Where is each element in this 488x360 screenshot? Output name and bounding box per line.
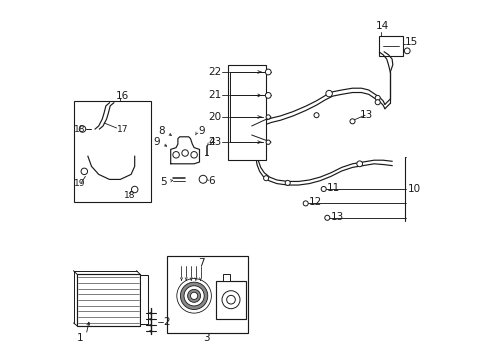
Circle shape bbox=[177, 279, 211, 313]
Text: 17: 17 bbox=[117, 125, 128, 134]
Circle shape bbox=[187, 289, 200, 302]
Text: 3: 3 bbox=[203, 333, 210, 343]
Bar bbox=[77, 274, 140, 326]
Circle shape bbox=[183, 286, 204, 306]
Circle shape bbox=[374, 100, 380, 105]
Text: 8: 8 bbox=[158, 126, 164, 136]
Bar bbox=[140, 275, 148, 324]
Circle shape bbox=[303, 201, 307, 206]
Circle shape bbox=[79, 126, 85, 132]
Text: 11: 11 bbox=[326, 183, 340, 193]
Circle shape bbox=[263, 176, 268, 181]
Bar bbox=[228, 65, 265, 160]
Text: 9: 9 bbox=[198, 126, 204, 136]
Circle shape bbox=[265, 140, 270, 144]
Circle shape bbox=[172, 152, 179, 158]
Bar bbox=[228, 67, 265, 158]
Polygon shape bbox=[170, 137, 199, 164]
Circle shape bbox=[226, 295, 235, 304]
Text: 12: 12 bbox=[309, 197, 322, 207]
Text: 5: 5 bbox=[160, 177, 167, 187]
Text: 23: 23 bbox=[208, 137, 221, 147]
Circle shape bbox=[265, 93, 270, 98]
Circle shape bbox=[404, 48, 409, 54]
Text: 21: 21 bbox=[208, 90, 221, 100]
Circle shape bbox=[349, 119, 354, 124]
Circle shape bbox=[265, 69, 270, 75]
Circle shape bbox=[321, 186, 325, 192]
Circle shape bbox=[199, 175, 206, 183]
Text: 14: 14 bbox=[375, 21, 388, 31]
Text: 18: 18 bbox=[123, 191, 135, 200]
Text: 6: 6 bbox=[208, 176, 215, 186]
Text: 20: 20 bbox=[208, 112, 221, 122]
Circle shape bbox=[190, 292, 197, 300]
Text: 7: 7 bbox=[198, 258, 204, 268]
Text: 13: 13 bbox=[359, 110, 372, 120]
Circle shape bbox=[222, 291, 240, 309]
Bar bbox=[223, 274, 230, 281]
Text: 10: 10 bbox=[407, 184, 421, 194]
Bar bbox=[73, 101, 151, 202]
Circle shape bbox=[131, 186, 138, 193]
Text: 19: 19 bbox=[74, 179, 85, 188]
Circle shape bbox=[180, 282, 207, 310]
Bar bbox=[215, 281, 246, 319]
Text: 16: 16 bbox=[116, 91, 129, 102]
Text: 4: 4 bbox=[208, 137, 215, 147]
Text: 1: 1 bbox=[77, 333, 83, 343]
Circle shape bbox=[374, 95, 380, 100]
Text: 13: 13 bbox=[330, 212, 344, 222]
Text: 15: 15 bbox=[404, 37, 417, 47]
Text: 18: 18 bbox=[74, 125, 85, 134]
Circle shape bbox=[190, 152, 197, 158]
Text: 9: 9 bbox=[153, 137, 160, 147]
Bar bbox=[167, 256, 247, 333]
Circle shape bbox=[285, 180, 289, 185]
Circle shape bbox=[325, 90, 332, 97]
Text: 22: 22 bbox=[208, 67, 221, 77]
Circle shape bbox=[81, 168, 87, 175]
Bar bbox=[379, 36, 402, 56]
Circle shape bbox=[265, 115, 270, 119]
Circle shape bbox=[313, 113, 318, 118]
Text: 2: 2 bbox=[163, 317, 170, 327]
Circle shape bbox=[356, 161, 362, 167]
Circle shape bbox=[182, 150, 188, 156]
Circle shape bbox=[324, 215, 329, 220]
